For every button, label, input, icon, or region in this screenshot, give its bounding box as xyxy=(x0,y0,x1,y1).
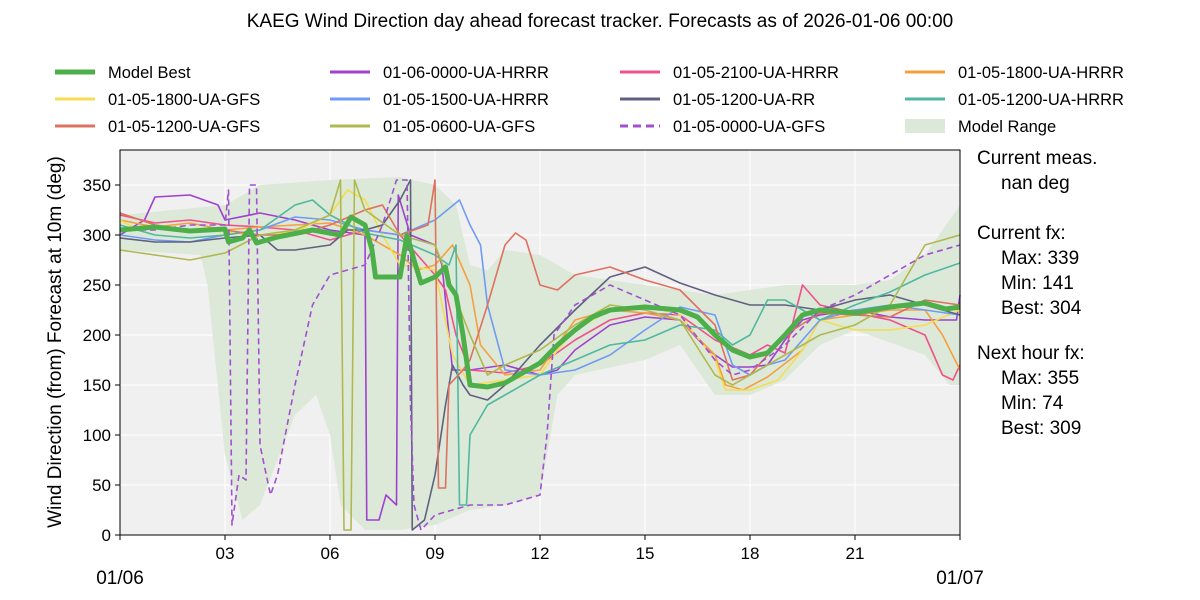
chart-title: KAEG Wind Direction day ahead forecast t… xyxy=(247,11,954,32)
date-label: 01/07 xyxy=(936,568,984,589)
y-tick-label: 100 xyxy=(83,426,111,445)
x-tick-label: 09 xyxy=(426,544,445,563)
legend-item: 01-05-0000-UA-GFS xyxy=(620,118,825,136)
series-line-01-05-0000-ua-gfs xyxy=(120,179,961,531)
legend-item: Model Best xyxy=(55,64,191,82)
legend-item: 01-05-1800-UA-GFS xyxy=(55,91,260,109)
legend-label: 01-06-0000-UA-HRRR xyxy=(383,64,549,82)
legend-label: 01-05-1200-UA-RR xyxy=(673,91,815,109)
current-meas-value: nan deg xyxy=(1001,173,1070,194)
legend-item: Model Range xyxy=(905,118,1056,136)
x-tick-label: 06 xyxy=(321,544,340,563)
x-tick-label: 18 xyxy=(741,544,760,563)
series-line-01-05-1200-ua-gfs xyxy=(119,179,961,489)
legend-label: 01-05-2100-UA-HRRR xyxy=(673,64,839,82)
y-tick-label: 200 xyxy=(83,326,111,345)
y-tick-label: 250 xyxy=(83,276,111,295)
legend-label: 01-05-0600-UA-GFS xyxy=(383,118,535,136)
legend-item: 01-05-2100-UA-HRRR xyxy=(620,64,839,82)
y-tick-label: 50 xyxy=(92,476,111,495)
series-line-01-05-1200-ua-hrrr xyxy=(119,199,961,506)
series-line-01-05-1200-ua-rr xyxy=(119,179,961,531)
next-fx-max: Max: 355 xyxy=(1001,368,1080,389)
current-fx-best: Best: 304 xyxy=(1001,298,1082,319)
legend-item: 01-05-1800-UA-HRRR xyxy=(905,64,1124,82)
legend-item: 01-06-0000-UA-HRRR xyxy=(330,64,549,82)
y-tick-label: 350 xyxy=(83,176,111,195)
y-tick-label: 150 xyxy=(83,376,111,395)
legend-item: 01-05-0600-UA-GFS xyxy=(330,118,535,136)
series-line-01-05-0600-ua-gfs xyxy=(119,179,961,531)
x-tick-label: 21 xyxy=(846,544,865,563)
legend-item: 01-05-1200-UA-GFS xyxy=(55,118,260,136)
legend-label: Model Range xyxy=(958,118,1056,136)
legend-label: 01-05-1800-UA-GFS xyxy=(108,91,260,109)
legend: Model Best 01-06-0000-UA-HRRR 01-05-2100-U… xyxy=(55,64,1124,136)
side-panel: Current meas. nan deg Current fx: Max: 3… xyxy=(977,146,1097,441)
y-tick-label: 300 xyxy=(83,226,111,245)
legend-label: Model Best xyxy=(108,64,191,82)
x-tick-label: 12 xyxy=(531,544,550,563)
legend-label: 01-05-1200-UA-HRRR xyxy=(958,91,1124,109)
y-axis-label: Wind Direction (from) Forecast at 10m (d… xyxy=(45,156,66,528)
x-tick-label: 15 xyxy=(636,544,655,563)
current-meas-label: Current meas. xyxy=(977,148,1098,169)
current-fx-label: Current fx: xyxy=(977,223,1066,244)
current-fx-min: Min: 141 xyxy=(1001,273,1074,294)
legend-label: 01-05-1500-UA-HRRR xyxy=(383,91,549,109)
axes: 0 50 100 150 200 250 300 350 03 06 09 12 15 18 21 01/06… xyxy=(83,176,984,589)
legend-item: 01-05-1500-UA-HRRR xyxy=(330,91,549,109)
date-label: 01/06 xyxy=(96,568,144,589)
legend-label: 01-05-0000-UA-GFS xyxy=(673,118,825,136)
legend-item: 01-05-1200-UA-HRRR xyxy=(905,91,1124,109)
series-line-model-best xyxy=(119,214,961,390)
x-tick-label: 03 xyxy=(216,544,235,563)
series-lines xyxy=(119,179,961,531)
legend-label: 01-05-1800-UA-HRRR xyxy=(958,64,1124,82)
next-fx-label: Next hour fx: xyxy=(977,343,1085,364)
legend-label: 01-05-1200-UA-GFS xyxy=(108,118,260,136)
current-fx-max: Max: 339 xyxy=(1001,248,1080,269)
legend-item: 01-05-1200-UA-RR xyxy=(620,91,815,109)
legend-swatch xyxy=(905,119,945,133)
y-tick-label: 0 xyxy=(102,526,111,545)
model-range-area xyxy=(120,177,960,530)
next-fx-best: Best: 309 xyxy=(1001,418,1082,439)
model-range-band xyxy=(120,177,960,530)
next-fx-min: Min: 74 xyxy=(1001,393,1064,414)
